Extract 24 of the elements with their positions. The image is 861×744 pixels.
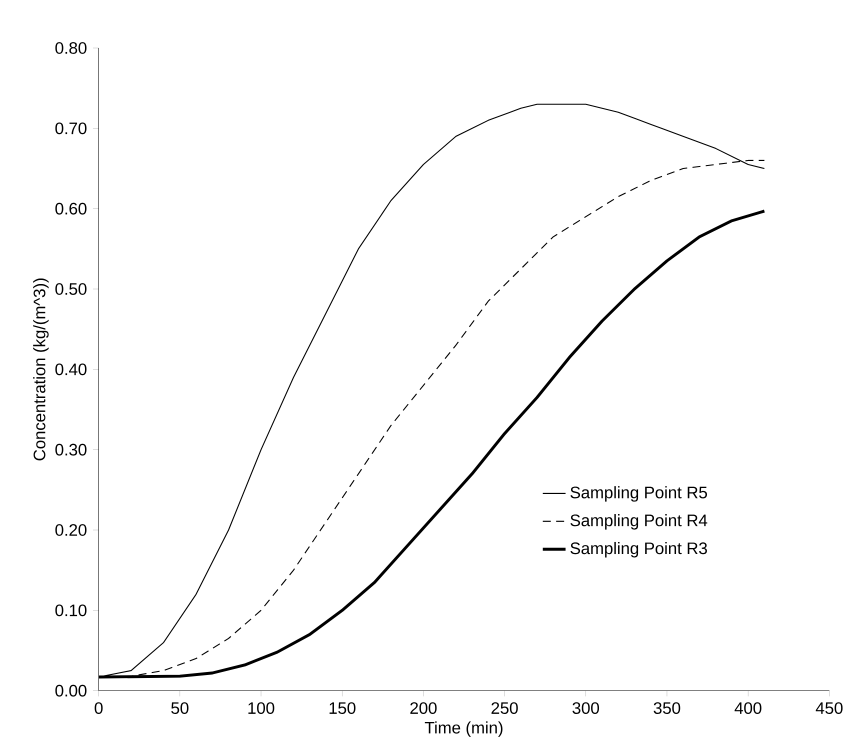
- y-tick-label: 0.50: [55, 283, 86, 295]
- x-tick-label: 250: [492, 702, 518, 714]
- x-tick-label: 450: [816, 702, 843, 714]
- y-tick-label: 0.00: [55, 684, 86, 697]
- x-axis-title: Time (min): [424, 721, 502, 737]
- x-tick-label: 200: [410, 702, 437, 714]
- x-tick-label: 300: [572, 702, 600, 714]
- legend-label: Sampling Point R4: [570, 514, 708, 530]
- x-tick-label: 400: [734, 702, 762, 714]
- y-tick-label: 0.10: [55, 604, 86, 616]
- x-tick-label: 150: [330, 702, 356, 714]
- y-tick-label: 0.70: [55, 122, 86, 134]
- y-tick-label: 0.60: [55, 202, 86, 215]
- y-tick-label: 0.40: [55, 363, 86, 376]
- legend-label: Sampling Point R5: [570, 486, 708, 502]
- y-tick-label: 0.30: [55, 444, 86, 456]
- y-tick-label: 0.20: [55, 524, 86, 536]
- x-tick-label: 0: [94, 702, 103, 714]
- legend-label: Sampling Point R3: [570, 542, 707, 558]
- y-tick-label: 0.80: [55, 42, 86, 54]
- x-tick-label: 100: [248, 702, 274, 714]
- y-axis-title: Concentration (kg/(m^3)): [33, 278, 49, 460]
- x-tick-label: 50: [171, 702, 188, 714]
- x-tick-label: 350: [654, 702, 680, 714]
